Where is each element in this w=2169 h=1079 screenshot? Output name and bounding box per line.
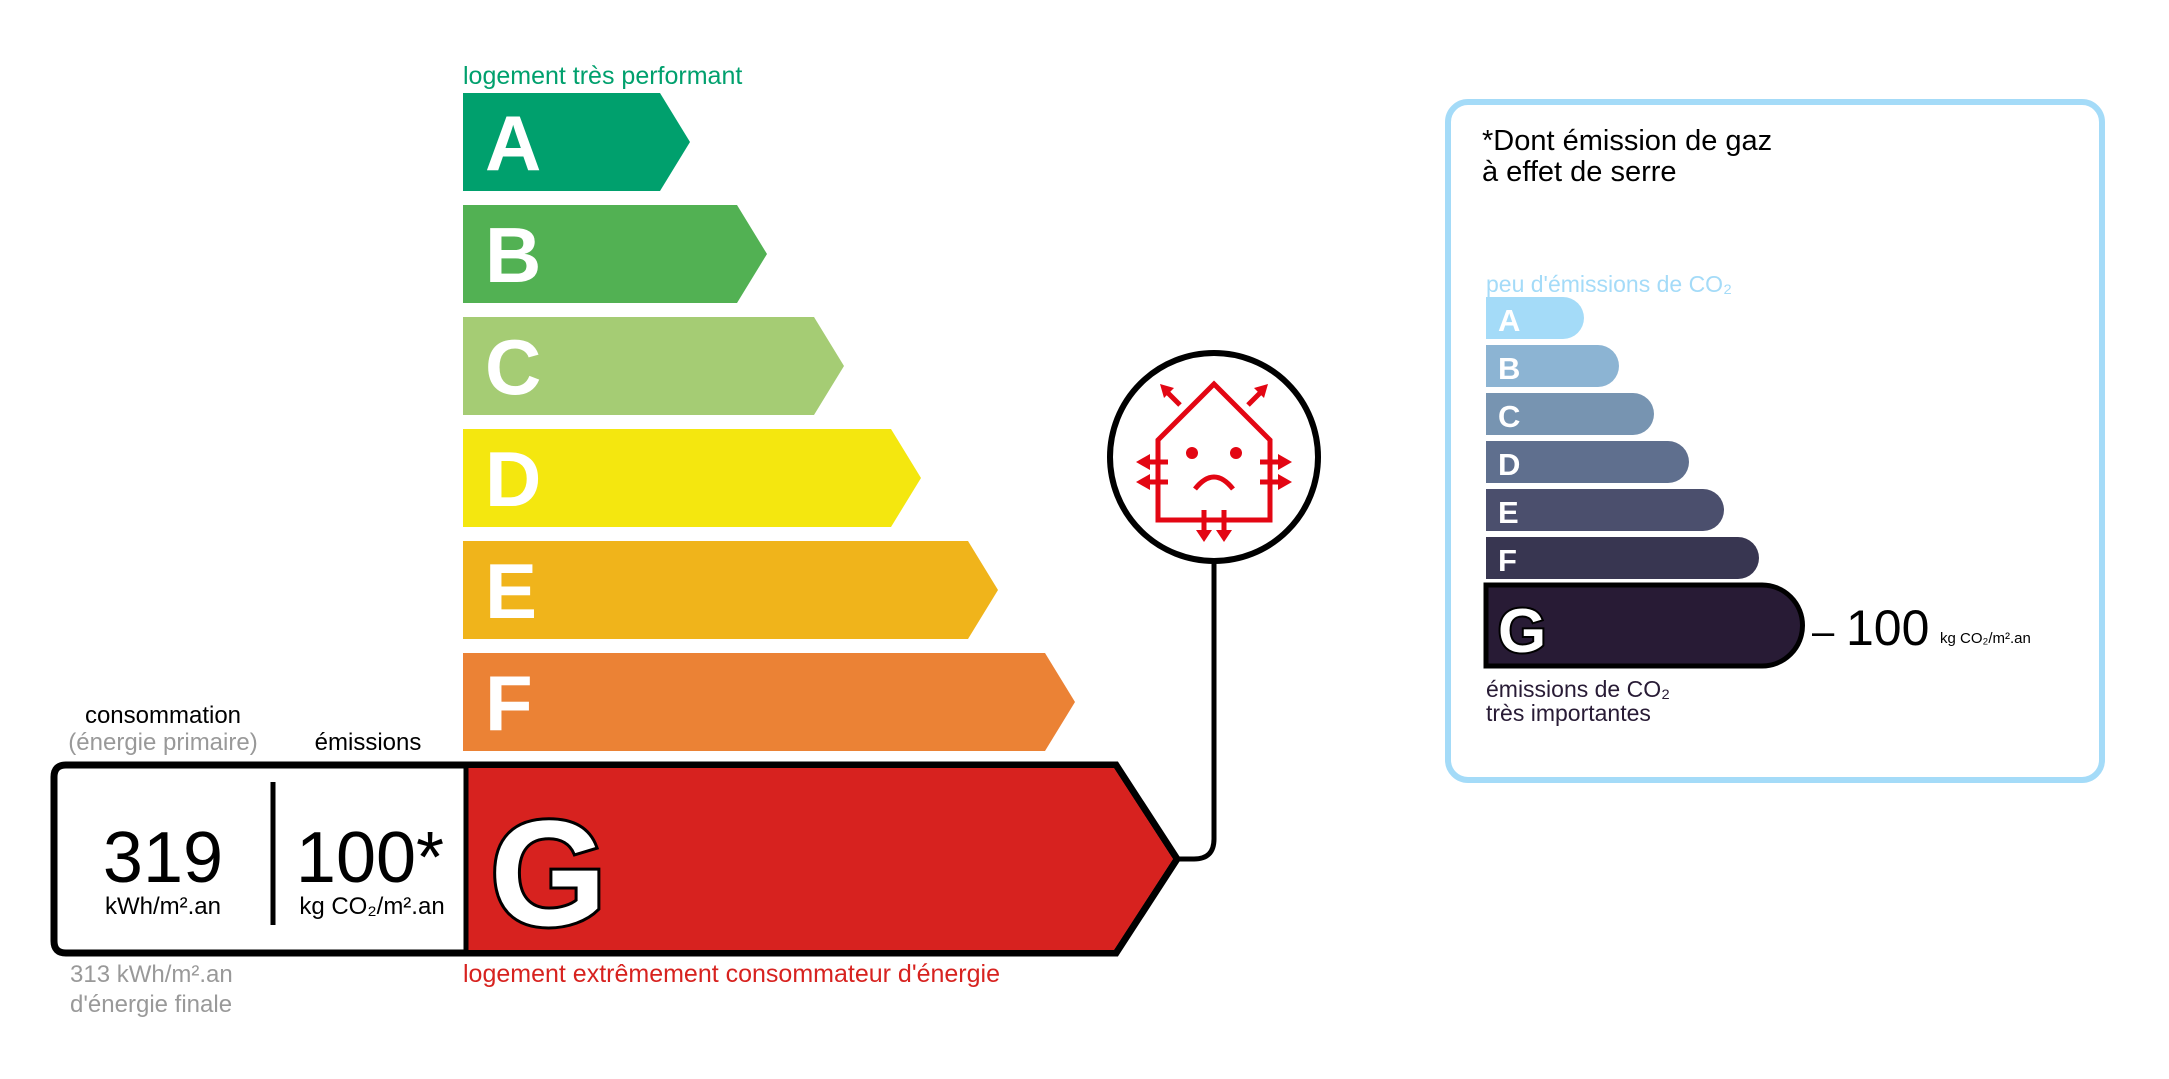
consumption-header: consommation [85,702,241,729]
ges-value-dash: – [1812,610,1835,654]
ges-bottom-label-line1: émissions de CO₂ [1486,676,1670,702]
consumption-subheader: (énergie primaire) [68,729,257,756]
connector-line [1177,563,1217,862]
consumption-value: 319 [103,818,223,898]
dpe-current-box: G [50,761,1182,960]
ges-bar-letter: B [1498,351,1520,386]
ges-unit: kg CO₂/m².an [1940,630,2031,647]
ges-bar-f [1486,537,1759,579]
dpe-current-letter: G [490,789,607,957]
dpe-bar-letter: B [485,211,541,299]
ges-bar-d [1486,441,1689,483]
ges-bar-letter: F [1498,543,1517,578]
dpe-bar-letter: F [485,659,533,747]
emissions-unit: kg CO₂/m².an [299,893,444,920]
dpe-bar-letter: A [485,99,541,187]
dpe-bar-letter: E [485,547,537,635]
dpe-current-bar [466,768,1173,950]
ges-value: 100 [1846,600,1929,656]
ges-bar-letter: E [1498,495,1519,530]
dpe-bar-letter: D [485,435,541,523]
dpe-bar-c [463,317,844,415]
dpe-bar-e [463,541,998,639]
ges-bar-letter: D [1498,447,1520,482]
ges-bar-g [1483,582,1805,669]
consumption-unit: kWh/m².an [105,893,221,920]
final-energy-value: 313 kWh/m².an [70,961,233,988]
dpe-bar-f [463,653,1075,751]
ges-top-label: peu d'émissions de CO₂ [1486,271,1732,297]
emissions-value: 100* [296,818,444,898]
ges-current-letter: G [1498,597,1546,666]
dpe-bottom-label: logement extrêmement consommateur d'éner… [463,960,1000,988]
dpe-bar-d [463,429,921,527]
dpe-bar-letter: C [485,323,541,411]
ges-bar-e [1486,489,1724,531]
ges-bar-c [1486,393,1654,435]
ges-bottom-label-line2: très importantes [1486,700,1651,726]
ges-bar-letter: C [1498,399,1520,434]
dpe-top-label: logement très performant [463,62,742,90]
dpe-bar-b [463,205,767,303]
ges-bar-b [1486,345,1619,387]
dpe-bar-a [463,93,690,191]
ges-title-line2: à effet de serre [1482,156,1677,188]
ges-bar-a [1486,297,1584,339]
final-energy-label: d'énergie finale [70,991,232,1018]
house-passoire-sad-face-icon [1107,350,1321,564]
ges-bar-letter: A [1498,303,1520,338]
ges-title-line1: *Dont émission de gaz [1482,125,1772,157]
emissions-header: émissions [315,729,422,756]
